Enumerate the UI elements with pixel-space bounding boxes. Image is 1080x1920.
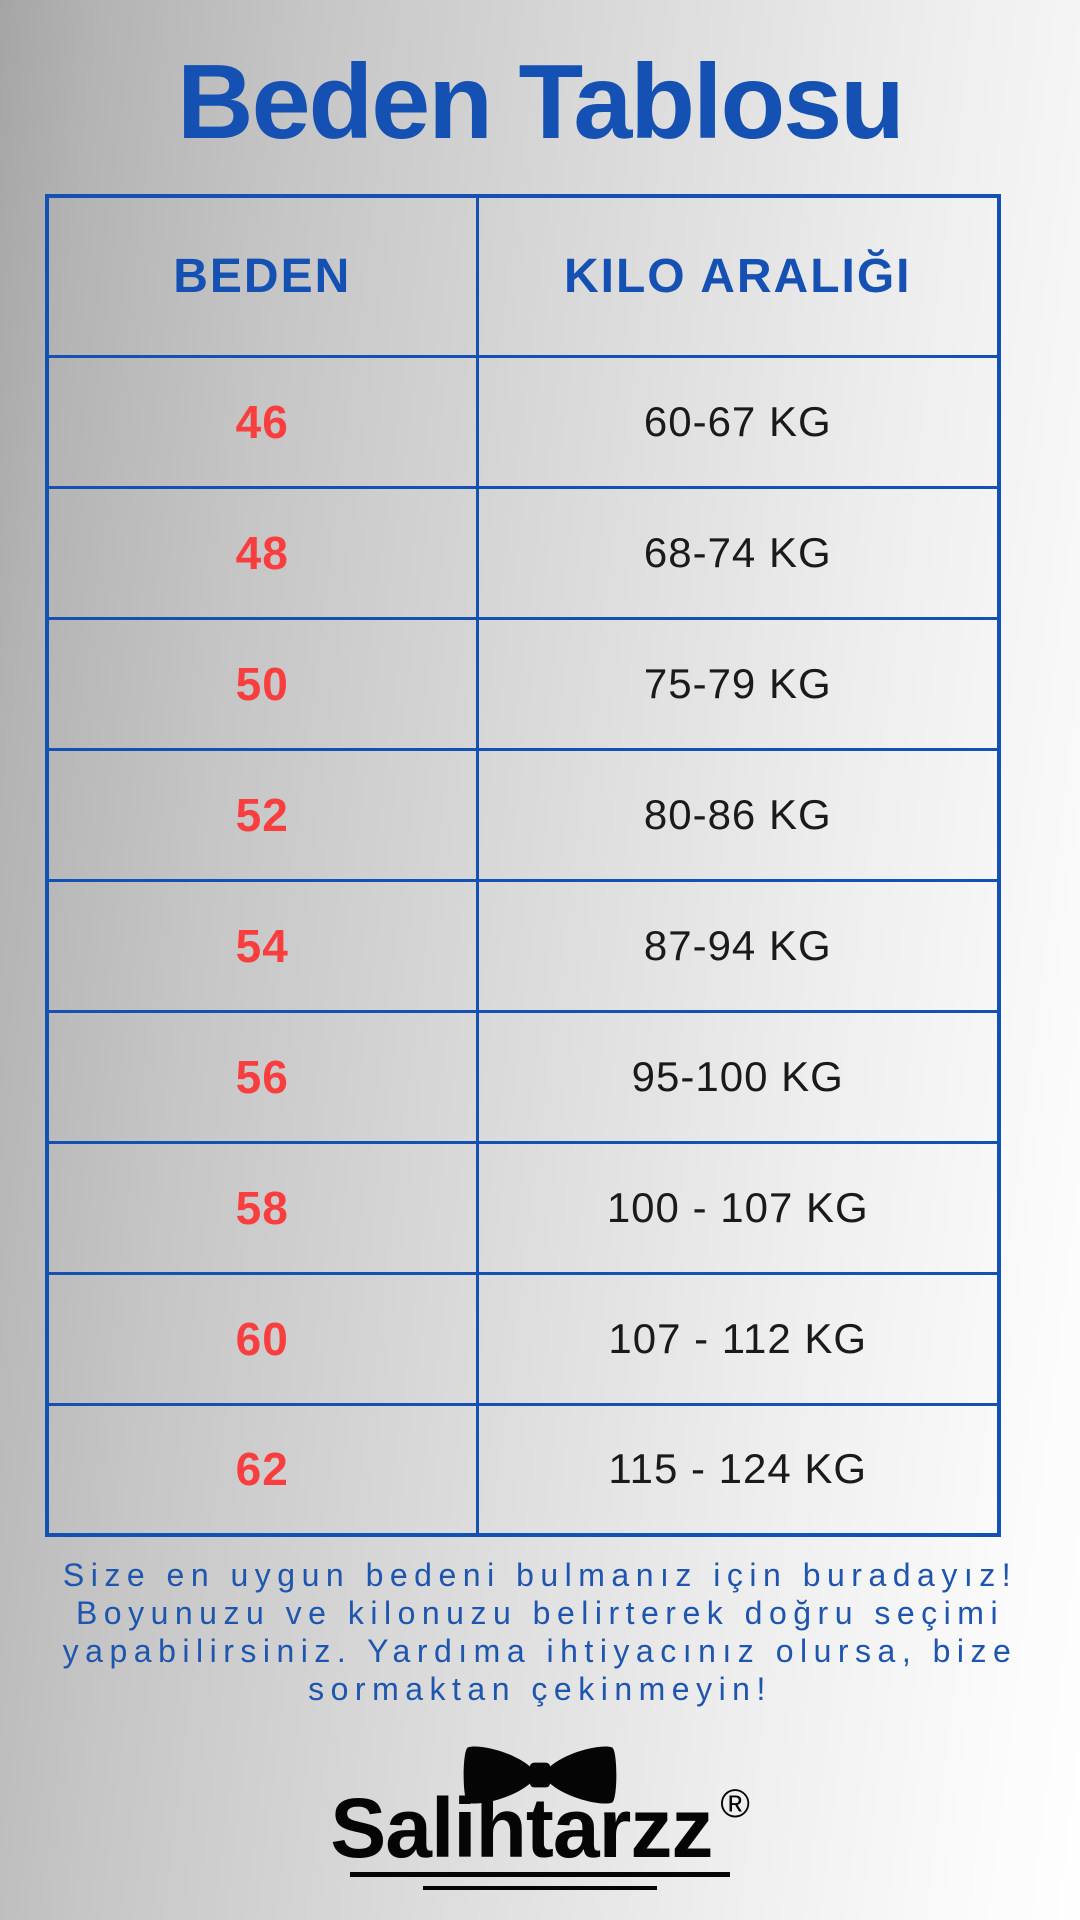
brand-name: Salihtarzz: [330, 1781, 713, 1875]
table-header-row: BEDEN KILO ARALIĞI: [45, 194, 1001, 358]
help-line: sormaktan çekinmeyin!: [308, 1671, 772, 1707]
size-cell: 56: [45, 1009, 479, 1144]
bowtie-icon: [463, 1746, 617, 1804]
help-line: yapabilirsiniz. Yardıma ihtiyacınız olur…: [62, 1633, 1018, 1669]
size-cell: 60: [45, 1271, 479, 1406]
size-cell: 50: [45, 616, 479, 751]
table-row: 48 68-74 KG: [45, 485, 1001, 620]
table-row: 56 95-100 KG: [45, 1009, 1001, 1144]
registered-mark-icon: ®: [720, 1782, 750, 1826]
size-cell: 48: [45, 485, 479, 620]
weight-cell: 107 - 112 KG: [475, 1271, 1001, 1406]
help-line: Boyunuzu ve kilonuzu belirterek doğru se…: [75, 1595, 1005, 1631]
header-size: BEDEN: [45, 194, 479, 358]
size-cell: 52: [45, 747, 479, 882]
weight-cell: 100 - 107 KG: [475, 1140, 1001, 1275]
weight-cell: 60-67 KG: [475, 354, 1001, 489]
size-table: BEDEN KILO ARALIĞI 46 60-67 KG 48 68-74 …: [45, 194, 1001, 1537]
table-row: 58 100 - 107 KG: [45, 1140, 1001, 1275]
weight-cell: 115 - 124 KG: [475, 1402, 1001, 1537]
header-weight: KILO ARALIĞI: [475, 194, 1001, 358]
weight-cell: 80-86 KG: [475, 747, 1001, 882]
brand-wordmark: Salihtarzz ®: [0, 1782, 1080, 1895]
size-cell: 46: [45, 354, 479, 489]
size-cell: 54: [45, 878, 479, 1013]
help-line: Size en uygun bedeni bulmanız için burad…: [62, 1557, 1018, 1593]
weight-cell: 95-100 KG: [475, 1009, 1001, 1144]
table-row: 62 115 - 124 KG: [45, 1402, 1001, 1537]
weight-cell: 87-94 KG: [475, 878, 1001, 1013]
logo-underline-secondary: [423, 1886, 657, 1890]
page-title: Beden Tablosu: [177, 43, 905, 161]
table-row: 60 107 - 112 KG: [45, 1271, 1001, 1406]
table-row: 54 87-94 KG: [45, 878, 1001, 1013]
logo-underline-primary: [350, 1872, 730, 1877]
size-cell: 62: [45, 1402, 479, 1537]
help-text: Size en uygun bedeni bulmanız için burad…: [0, 1556, 1080, 1708]
size-cell: 58: [45, 1140, 479, 1275]
table-row: 46 60-67 KG: [45, 354, 1001, 489]
weight-cell: 75-79 KG: [475, 616, 1001, 751]
table-row: 50 75-79 KG: [45, 616, 1001, 751]
table-row: 52 80-86 KG: [45, 747, 1001, 882]
weight-cell: 68-74 KG: [475, 485, 1001, 620]
